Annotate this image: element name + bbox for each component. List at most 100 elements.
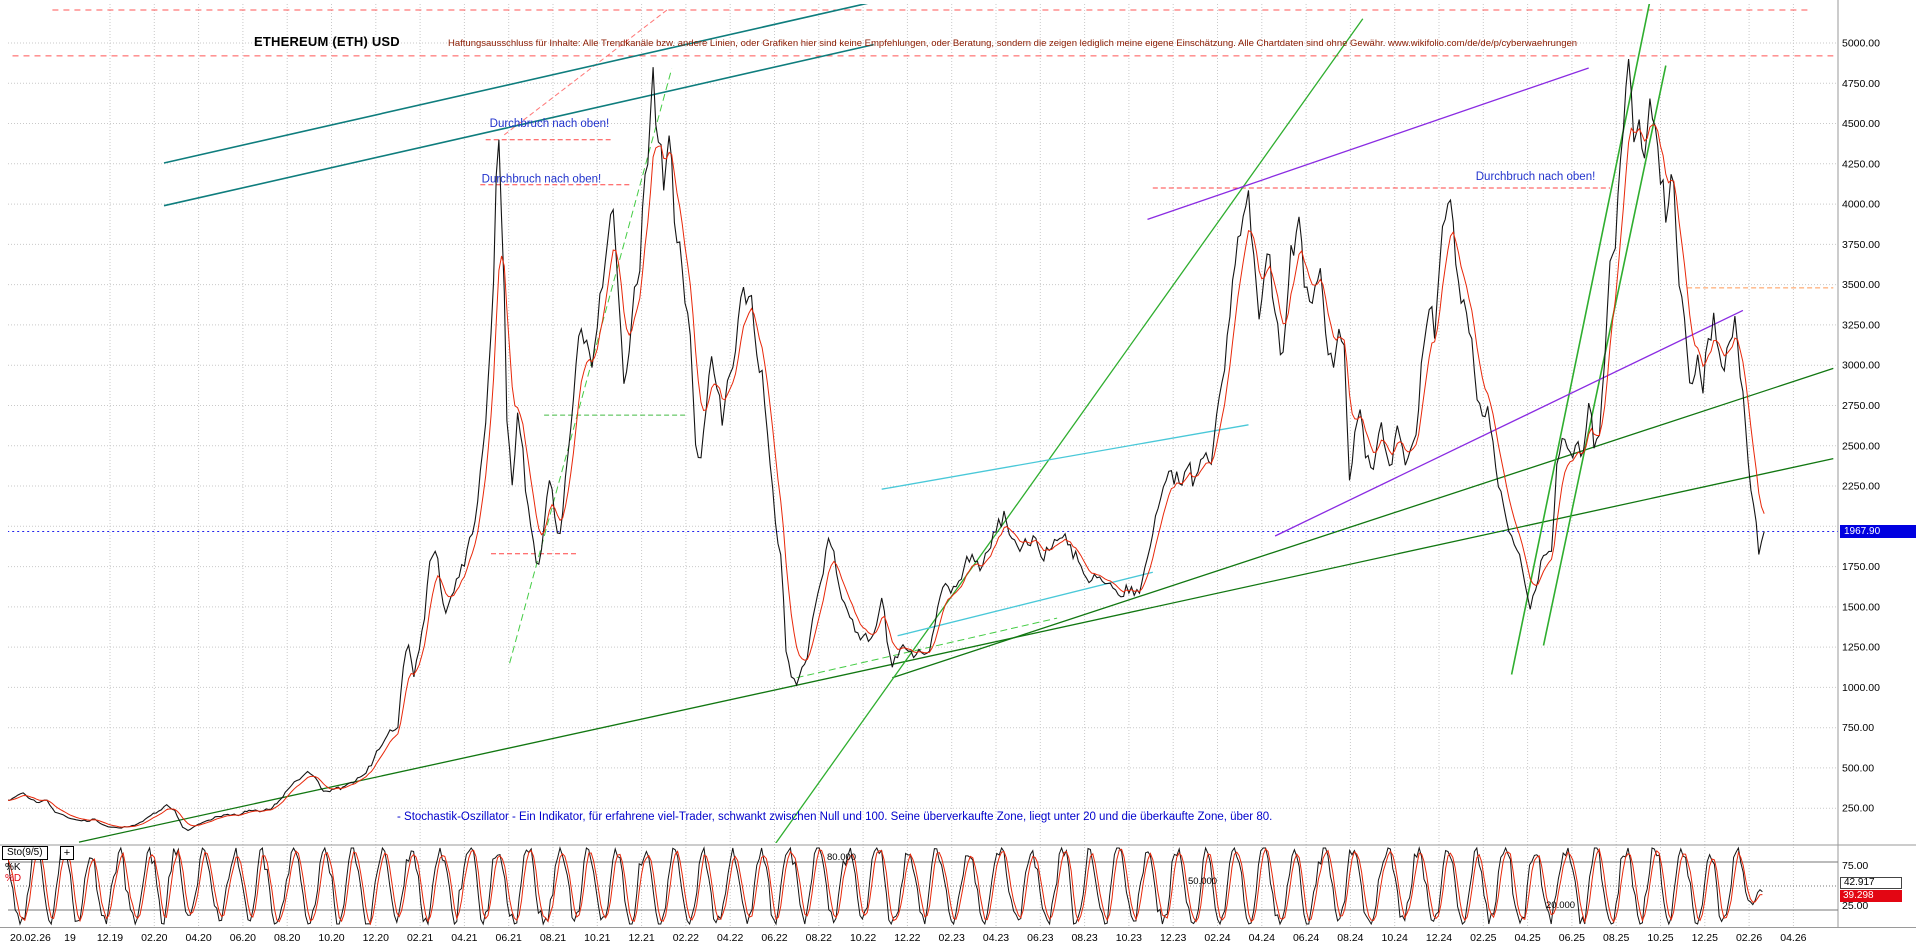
price-axis-label: 1000.00 <box>1842 682 1880 694</box>
x-axis-label: 02.22 <box>673 932 699 944</box>
axis-text-layer: 20.02.26 19 12.19 02.20 04.20 06.20 08.20 10.20… <box>10 38 1880 945</box>
x-axis-label: 08.20 <box>274 932 300 944</box>
disclaimer-text: Haftungsausschluss für Inhalte: Alle Tre… <box>448 38 1578 49</box>
trend-line[interactable] <box>892 367 1834 679</box>
ma-line <box>8 124 1765 828</box>
stoch-k-value-badge: 42.917 <box>1840 877 1902 889</box>
x-axis-label: 08.22 <box>806 932 832 944</box>
osc-axis-label: 75.00 <box>1842 860 1868 872</box>
current-price-badge: 1967.90 <box>1840 525 1916 538</box>
price-axis-label: 2250.00 <box>1842 481 1880 493</box>
x-axis-label: 02.20 <box>141 932 167 944</box>
x-axis-label: 12.25 <box>1692 932 1718 944</box>
price-axis-label: 1500.00 <box>1842 601 1880 613</box>
trend-line[interactable] <box>1147 67 1589 221</box>
price-axis-label: 3500.00 <box>1842 279 1880 291</box>
trend-line[interactable] <box>1510 1 1651 675</box>
price-axis-label: 4250.00 <box>1842 158 1880 170</box>
price-axis-label: 4000.00 <box>1842 199 1880 211</box>
price-axis-label: 3000.00 <box>1842 360 1880 372</box>
x-axis-label: 02.21 <box>407 932 433 944</box>
x-axis-label: 08.25 <box>1603 932 1629 944</box>
x-axis-label: 06.24 <box>1293 932 1319 944</box>
stochastic-indicator-button[interactable]: Sto(9/5) <box>2 846 48 860</box>
x-axis-date-label: 20.02.26 <box>10 932 51 944</box>
price-axis-label: 750.00 <box>1842 722 1874 734</box>
x-axis-label: 12.19 <box>97 932 123 944</box>
trend-line[interactable] <box>503 8 670 136</box>
x-axis-label: 10.21 <box>584 932 610 944</box>
trend-line[interactable] <box>796 617 1058 679</box>
x-axis-label: 06.23 <box>1027 932 1053 944</box>
osc-level-label: 80.000 <box>827 852 856 863</box>
x-axis-label: 10.22 <box>850 932 876 944</box>
x-axis-label: 12.23 <box>1160 932 1186 944</box>
trend-line[interactable] <box>163 43 874 207</box>
price-axis-label: 2750.00 <box>1842 400 1880 412</box>
trend-lines-layer <box>8 1 1838 844</box>
x-axis-label: 04.20 <box>185 932 211 944</box>
trend-line[interactable] <box>78 457 1834 843</box>
x-axis-label: 12.22 <box>894 932 920 944</box>
price-axis-label: 4750.00 <box>1842 78 1880 90</box>
indicator-add-button[interactable]: + <box>60 846 74 860</box>
price-axis-label: 1750.00 <box>1842 561 1880 573</box>
x-axis-label: 04.26 <box>1780 932 1806 944</box>
x-axis-label: 12.24 <box>1426 932 1452 944</box>
x-axis-label: 08.24 <box>1337 932 1363 944</box>
x-axis-label: 10.24 <box>1382 932 1408 944</box>
x-axis-year-label: 19 <box>64 932 76 944</box>
x-axis-label: 06.25 <box>1559 932 1585 944</box>
trend-line[interactable] <box>163 2 874 164</box>
x-axis-label: 10.20 <box>318 932 344 944</box>
trend-line[interactable] <box>1274 309 1744 537</box>
x-axis-label: 04.25 <box>1514 932 1540 944</box>
osc-level-label: 50.000 <box>1188 876 1217 887</box>
stoch-d-label: %D <box>5 873 22 884</box>
price-axis-label: 2500.00 <box>1842 440 1880 452</box>
x-axis-label: 04.24 <box>1249 932 1275 944</box>
x-axis-label: 08.21 <box>540 932 566 944</box>
trend-line[interactable] <box>509 68 673 664</box>
panel-borders <box>0 0 1916 928</box>
stoch-d-line <box>8 847 1763 926</box>
x-axis-label: 04.22 <box>717 932 743 944</box>
x-axis-label: 04.23 <box>983 932 1009 944</box>
x-axis-label: 06.20 <box>230 932 256 944</box>
price-axis-label: 4500.00 <box>1842 118 1880 130</box>
stoch-d-value-badge: 39.298 <box>1840 890 1902 902</box>
x-axis-label: 04.21 <box>451 932 477 944</box>
price-axis-label: 500.00 <box>1842 762 1874 774</box>
x-axis-label: 02.23 <box>939 932 965 944</box>
price-axis-label: 1250.00 <box>1842 642 1880 654</box>
stoch-k-label: %K <box>5 862 21 873</box>
breakout-annotation: Durchbruch nach oben! <box>490 118 610 130</box>
price-axis-label: 3750.00 <box>1842 239 1880 251</box>
x-axis-label: 02.26 <box>1736 932 1762 944</box>
osc-level-label: 20.000 <box>1546 900 1575 911</box>
trend-line[interactable] <box>775 18 1364 844</box>
x-axis-label: 06.21 <box>496 932 522 944</box>
chart-title: ETHEREUM (ETH) USD <box>254 34 400 49</box>
price-axis-label: 3250.00 <box>1842 319 1880 331</box>
x-axis-label: 06.22 <box>761 932 787 944</box>
x-axis-label: 02.25 <box>1470 932 1496 944</box>
x-axis-label: 02.24 <box>1204 932 1230 944</box>
x-axis-label: 10.23 <box>1116 932 1142 944</box>
x-axis-label: 12.21 <box>628 932 654 944</box>
price-line <box>8 59 1765 832</box>
trend-line[interactable] <box>881 424 1249 490</box>
price-axis-label: 250.00 <box>1842 803 1874 815</box>
breakout-annotation: Durchbruch nach oben! <box>1476 171 1596 183</box>
price-axis-label: 5000.00 <box>1842 38 1880 50</box>
stoch-k-line <box>8 846 1763 926</box>
oscillator-description: - Stochastik-Oszillator - Ein Indikator,… <box>397 811 1273 823</box>
osc-axis-label: 25.00 <box>1842 900 1868 912</box>
x-axis-label: 12.20 <box>363 932 389 944</box>
x-axis-label: 08.23 <box>1071 932 1097 944</box>
breakout-annotation: Durchbruch nach oben! <box>482 173 602 185</box>
x-axis-label: 10.25 <box>1647 932 1673 944</box>
gridlines <box>8 4 1838 927</box>
